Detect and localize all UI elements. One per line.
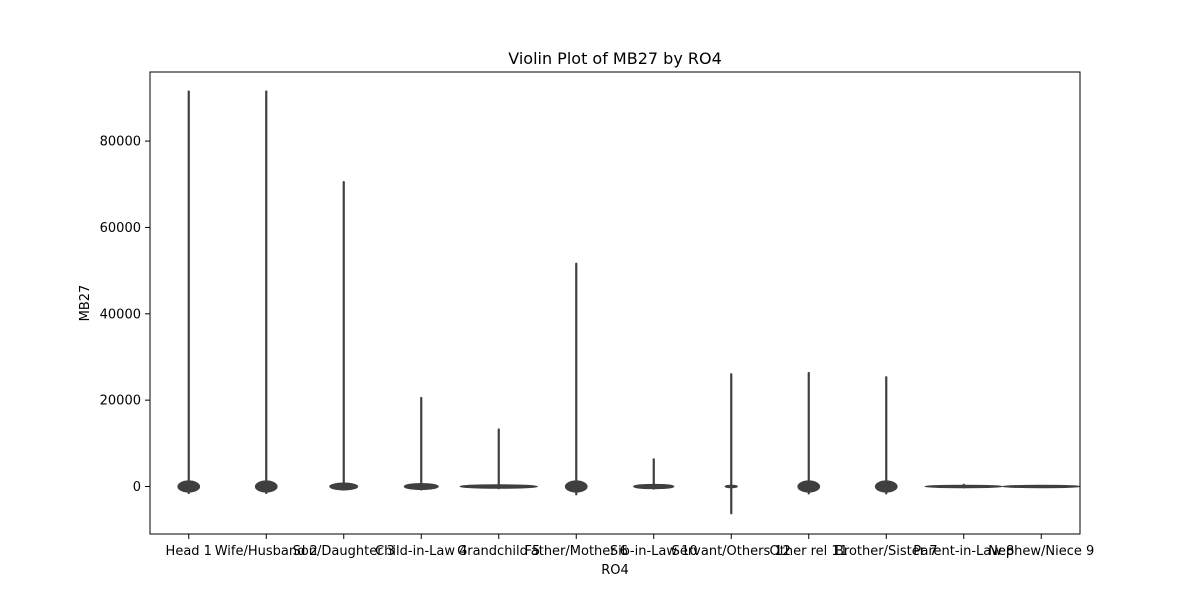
violins-group bbox=[177, 90, 1081, 515]
y-tick-label: 80000 bbox=[100, 135, 141, 150]
violin-density-bulb bbox=[1002, 484, 1081, 489]
x-tick-label: Nephew/Niece 9 bbox=[988, 544, 1094, 559]
y-tick-label: 60000 bbox=[100, 221, 141, 236]
x-axis-label: RO4 bbox=[601, 563, 629, 578]
violin-8 bbox=[797, 371, 821, 495]
violin-density-bulb bbox=[459, 484, 538, 489]
violin-0 bbox=[177, 90, 201, 495]
violin-3 bbox=[403, 396, 439, 491]
x-tick-label: Sib-in-Law 10 bbox=[610, 544, 698, 559]
violin-density-bulb bbox=[924, 484, 1003, 489]
x-tick-label: Parent-in-Law 8 bbox=[913, 544, 1014, 559]
violin-4 bbox=[459, 428, 538, 490]
y-tick-label: 40000 bbox=[100, 307, 141, 322]
violin-density-bulb bbox=[724, 484, 738, 489]
y-tick-label: 20000 bbox=[100, 394, 141, 409]
x-tick-label: Son/Daughter 3 bbox=[293, 544, 395, 559]
violin-density-bulb bbox=[874, 480, 898, 493]
violin-2 bbox=[329, 181, 359, 491]
chart-title: Violin Plot of MB27 by RO4 bbox=[508, 49, 722, 68]
x-tick-label: Grandchild 5 bbox=[457, 544, 540, 559]
violin-10 bbox=[924, 483, 1003, 489]
plot-frame bbox=[149, 71, 1081, 535]
violin-density-bulb bbox=[564, 480, 588, 493]
x-tick-label: Wife/Husband 2 bbox=[215, 544, 318, 559]
violin-density-bulb bbox=[797, 480, 821, 493]
x-tick-label: Other rel 11 bbox=[770, 544, 848, 559]
x-tick-label: Child-in-Law 4 bbox=[375, 544, 467, 559]
x-tick-label: Brother/Sister 7 bbox=[835, 544, 937, 559]
violin-density-bulb bbox=[329, 482, 359, 491]
y-axis-ticks: 0 20000 40000 60000 80000 bbox=[100, 135, 150, 495]
violin-11 bbox=[1002, 484, 1081, 489]
violin-density-bulb bbox=[633, 483, 675, 490]
violin-density-bulb bbox=[254, 480, 278, 493]
x-tick-label: Head 1 bbox=[166, 544, 212, 559]
violin-6 bbox=[633, 458, 675, 490]
violin-7 bbox=[724, 373, 738, 515]
x-tick-label: Father/Mother 6 bbox=[524, 544, 628, 559]
violin-5 bbox=[564, 262, 588, 496]
violin-density-bulb bbox=[403, 482, 439, 491]
violin-9 bbox=[874, 376, 898, 495]
violin-density-bulb bbox=[177, 480, 201, 493]
violin-1 bbox=[254, 90, 278, 495]
y-tick-label: 0 bbox=[133, 480, 141, 495]
x-tick-label: Servant/Others 12 bbox=[672, 544, 791, 559]
y-axis-label: MB27 bbox=[78, 285, 93, 322]
